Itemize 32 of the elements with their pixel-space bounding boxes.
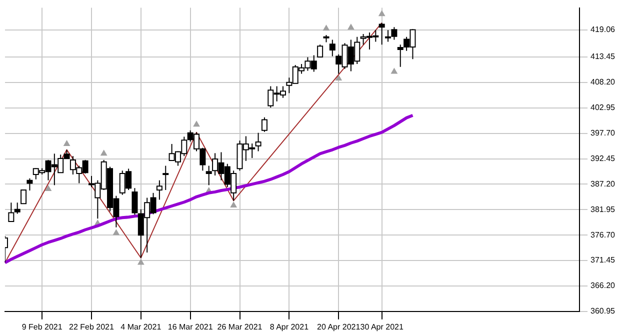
- y-tick-label: 360.95: [590, 306, 616, 316]
- point: [348, 24, 354, 30]
- point: [230, 202, 237, 208]
- y-tick-label: 397.70: [590, 128, 616, 138]
- x-tick-label: 9 Feb 2021: [22, 322, 63, 332]
- x-tick-label: 26 Mar 2021: [217, 322, 263, 332]
- point: [378, 10, 385, 16]
- y-tick-label: 413.45: [590, 52, 616, 62]
- point: [113, 230, 120, 236]
- y-tick-label: 402.95: [590, 103, 616, 112]
- y-tick-label: 381.95: [590, 204, 616, 214]
- point: [336, 75, 342, 81]
- point: [138, 259, 144, 265]
- x-tick-label: 30 Apr 2021: [360, 322, 404, 332]
- y-tick-label: 387.20: [590, 179, 616, 188]
- x-tick-label: 4 Mar 2021: [120, 322, 162, 332]
- y-tick-label: 376.70: [590, 230, 616, 240]
- point: [100, 150, 107, 156]
- x-tick-label: 22 Feb 2021: [69, 322, 114, 332]
- y-tick-label: 419.06: [590, 25, 616, 34]
- x-tick-label: 8 Apr 2021: [270, 322, 310, 332]
- y-tick-label: 408.20: [590, 78, 616, 87]
- point: [64, 140, 70, 146]
- x-tick-label: 20 Apr 2021: [317, 322, 361, 332]
- y-tick-label: 371.45: [590, 256, 616, 265]
- point: [193, 121, 200, 127]
- y-tick-label: 392.45: [590, 154, 616, 163]
- point: [391, 68, 398, 74]
- point: [323, 25, 330, 31]
- x-tick-label: 16 Mar 2021: [168, 322, 214, 332]
- point: [45, 186, 52, 192]
- y-tick-label: 366.20: [590, 281, 616, 290]
